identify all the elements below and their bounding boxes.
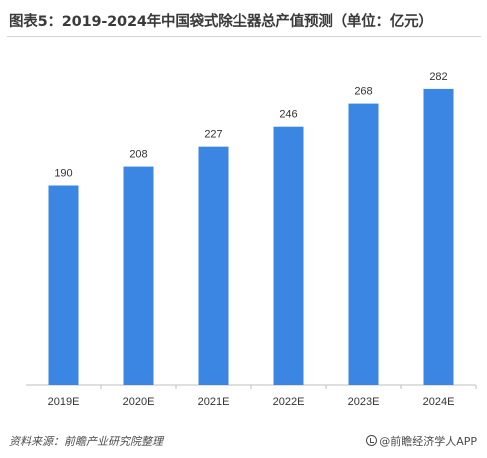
- source-note: 资料来源：前瞻产业研究院整理: [9, 435, 163, 448]
- x-tick-label: 2022E: [273, 396, 305, 408]
- x-tick-label: 2020E: [123, 396, 155, 408]
- x-tick-label: 2023E: [348, 396, 380, 408]
- bar: [273, 126, 304, 385]
- bar-value-label: 227: [204, 129, 222, 141]
- x-tick-label: 2019E: [48, 396, 80, 408]
- bar: [423, 88, 454, 386]
- bar: [348, 103, 379, 385]
- x-tick-label: 2024E: [423, 396, 455, 408]
- bar-value-label: 282: [429, 71, 447, 83]
- brand-watermark: @前瞻经济学人APP: [366, 433, 477, 449]
- brand-label: @前瞻经济学人APP: [379, 435, 477, 448]
- chart-title: 图表5：2019-2024年中国袋式除尘器总产值预测（单位：亿元）: [9, 14, 433, 30]
- bar-value-label: 190: [54, 168, 72, 180]
- bar-value-label: 246: [279, 109, 297, 121]
- bar-value-label: 268: [354, 86, 372, 98]
- bar: [123, 166, 154, 385]
- bar: [198, 146, 229, 385]
- brand-logo-icon: [366, 435, 378, 446]
- x-tick-label: 2021E: [198, 396, 230, 408]
- bar: [48, 185, 79, 385]
- title-divider: [7, 36, 481, 37]
- bar-value-label: 208: [129, 149, 147, 161]
